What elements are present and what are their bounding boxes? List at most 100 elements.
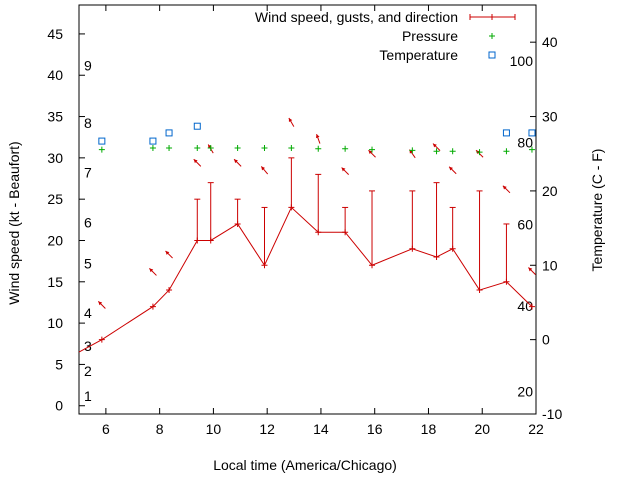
arrow-head bbox=[528, 267, 533, 272]
beaufort-label: 1 bbox=[84, 388, 92, 404]
y-tick-label: 10 bbox=[47, 315, 63, 331]
x-tick-label: 22 bbox=[528, 421, 544, 437]
wind-direction-arrow bbox=[260, 166, 269, 175]
arrow-head bbox=[165, 250, 170, 255]
beaufort-label: 7 bbox=[84, 165, 92, 181]
y2-tick-label: 40 bbox=[542, 34, 558, 50]
pressure-point bbox=[503, 148, 510, 155]
x-tick-label: 14 bbox=[313, 421, 329, 437]
y-tick-label: 30 bbox=[47, 150, 63, 166]
fahrenheit-label: 60 bbox=[517, 216, 533, 232]
x-tick-label: 20 bbox=[474, 421, 490, 437]
beaufort-label: 4 bbox=[84, 305, 92, 321]
y-tick-label: 5 bbox=[55, 356, 63, 372]
wind-direction-arrow bbox=[341, 167, 350, 175]
arrow-head bbox=[432, 143, 437, 148]
y2-tick-label: 10 bbox=[542, 257, 558, 273]
x-tick-label: 8 bbox=[156, 421, 164, 437]
y-tick-label: 25 bbox=[47, 191, 63, 207]
pressure-point bbox=[409, 147, 416, 154]
arrow-head bbox=[502, 185, 507, 190]
temperature-point bbox=[193, 122, 201, 130]
wind-direction-arrow bbox=[149, 267, 157, 276]
legend-item-wind: Wind speed, gusts, and direction bbox=[255, 9, 516, 25]
legend: Wind speed, gusts, and direction Pressure… bbox=[255, 9, 516, 63]
pressure-point bbox=[149, 144, 156, 151]
temperature-point bbox=[165, 129, 173, 137]
y2-axis-label: Temperature (C - F) bbox=[589, 149, 605, 272]
wind-direction-arrow bbox=[288, 117, 295, 127]
x-tick-label: 12 bbox=[259, 421, 275, 437]
arrow-head bbox=[315, 134, 320, 139]
y-tick-label: 35 bbox=[47, 109, 63, 125]
legend-swatch-marker bbox=[489, 14, 495, 20]
legend-swatch bbox=[488, 51, 496, 59]
pressure-point bbox=[369, 146, 376, 153]
y2-tick-label: 30 bbox=[542, 109, 558, 125]
wind-direction-arrow bbox=[165, 250, 173, 259]
pressure-point bbox=[98, 146, 105, 153]
pressure-point bbox=[449, 148, 456, 155]
y2-tick-label: 0 bbox=[542, 332, 550, 348]
pressure-point bbox=[234, 144, 241, 151]
x-tick-label: 6 bbox=[102, 421, 110, 437]
beaufort-label: 5 bbox=[84, 256, 92, 272]
y-tick-label: 40 bbox=[47, 67, 63, 83]
fahrenheit-label: 80 bbox=[517, 135, 533, 151]
pressure-point bbox=[315, 145, 322, 152]
pressure-point bbox=[288, 144, 295, 151]
arrow-head bbox=[368, 150, 373, 155]
wind-point bbox=[98, 336, 105, 343]
wind-point bbox=[149, 303, 156, 310]
y2-tick-label: -10 bbox=[542, 406, 562, 422]
x-tick-label: 16 bbox=[367, 421, 383, 437]
arrow-head bbox=[208, 144, 212, 149]
legend-item-temperature: Temperature bbox=[379, 47, 496, 63]
wind-direction-arrow bbox=[97, 301, 106, 309]
arrow-head bbox=[149, 268, 154, 273]
fahrenheit-label: 100 bbox=[510, 53, 534, 69]
arrow-head bbox=[288, 117, 293, 122]
beaufort-label: 9 bbox=[84, 57, 92, 73]
fahrenheit-label: 20 bbox=[517, 384, 533, 400]
pressure-point bbox=[342, 145, 349, 152]
beaufort-label: 3 bbox=[84, 338, 92, 354]
wind-direction-arrow bbox=[448, 166, 457, 175]
wind-point bbox=[528, 303, 535, 310]
arrow-head bbox=[98, 301, 103, 306]
x-axis-label: Local time (America/Chicago) bbox=[213, 457, 397, 473]
axes-group: 6 8 10 12 14 16 18 20 22051015202530354045-10010… bbox=[47, 4, 562, 437]
wind-direction-arrow bbox=[193, 158, 202, 167]
pressure-point bbox=[207, 144, 214, 151]
wind-direction-arrow bbox=[528, 267, 536, 275]
beaufort-label: 2 bbox=[84, 363, 92, 379]
fahrenheit-label: 40 bbox=[517, 298, 533, 314]
pressure-point bbox=[194, 144, 201, 151]
legend-label: Temperature bbox=[379, 47, 458, 63]
arrow-head bbox=[341, 167, 346, 172]
temperature-point bbox=[502, 129, 510, 137]
beaufort-label: 8 bbox=[84, 115, 92, 131]
temperature-point bbox=[149, 137, 157, 145]
pressure-point bbox=[166, 144, 173, 151]
wind-direction-arrow bbox=[502, 185, 511, 194]
y2-tick-label: 20 bbox=[542, 183, 558, 199]
pressure-point bbox=[476, 149, 483, 156]
y-tick-label: 45 bbox=[47, 26, 63, 42]
wind-point bbox=[166, 287, 173, 294]
arrow-head bbox=[261, 166, 265, 171]
wind-direction-arrow bbox=[315, 133, 321, 144]
pressure-point bbox=[433, 148, 440, 155]
wind-direction-arrow bbox=[233, 158, 242, 167]
plot-frame bbox=[78, 4, 537, 415]
y-tick-label: 0 bbox=[55, 398, 63, 414]
x-tick-label: 10 bbox=[206, 421, 222, 437]
legend-label: Wind speed, gusts, and direction bbox=[255, 9, 458, 25]
wind-direction-arrow bbox=[432, 143, 441, 152]
series-layer bbox=[78, 117, 536, 353]
legend-label: Pressure bbox=[402, 28, 458, 44]
beaufort-label: 6 bbox=[84, 214, 92, 230]
y-tick-label: 15 bbox=[47, 274, 63, 290]
arrow-head bbox=[234, 159, 238, 164]
